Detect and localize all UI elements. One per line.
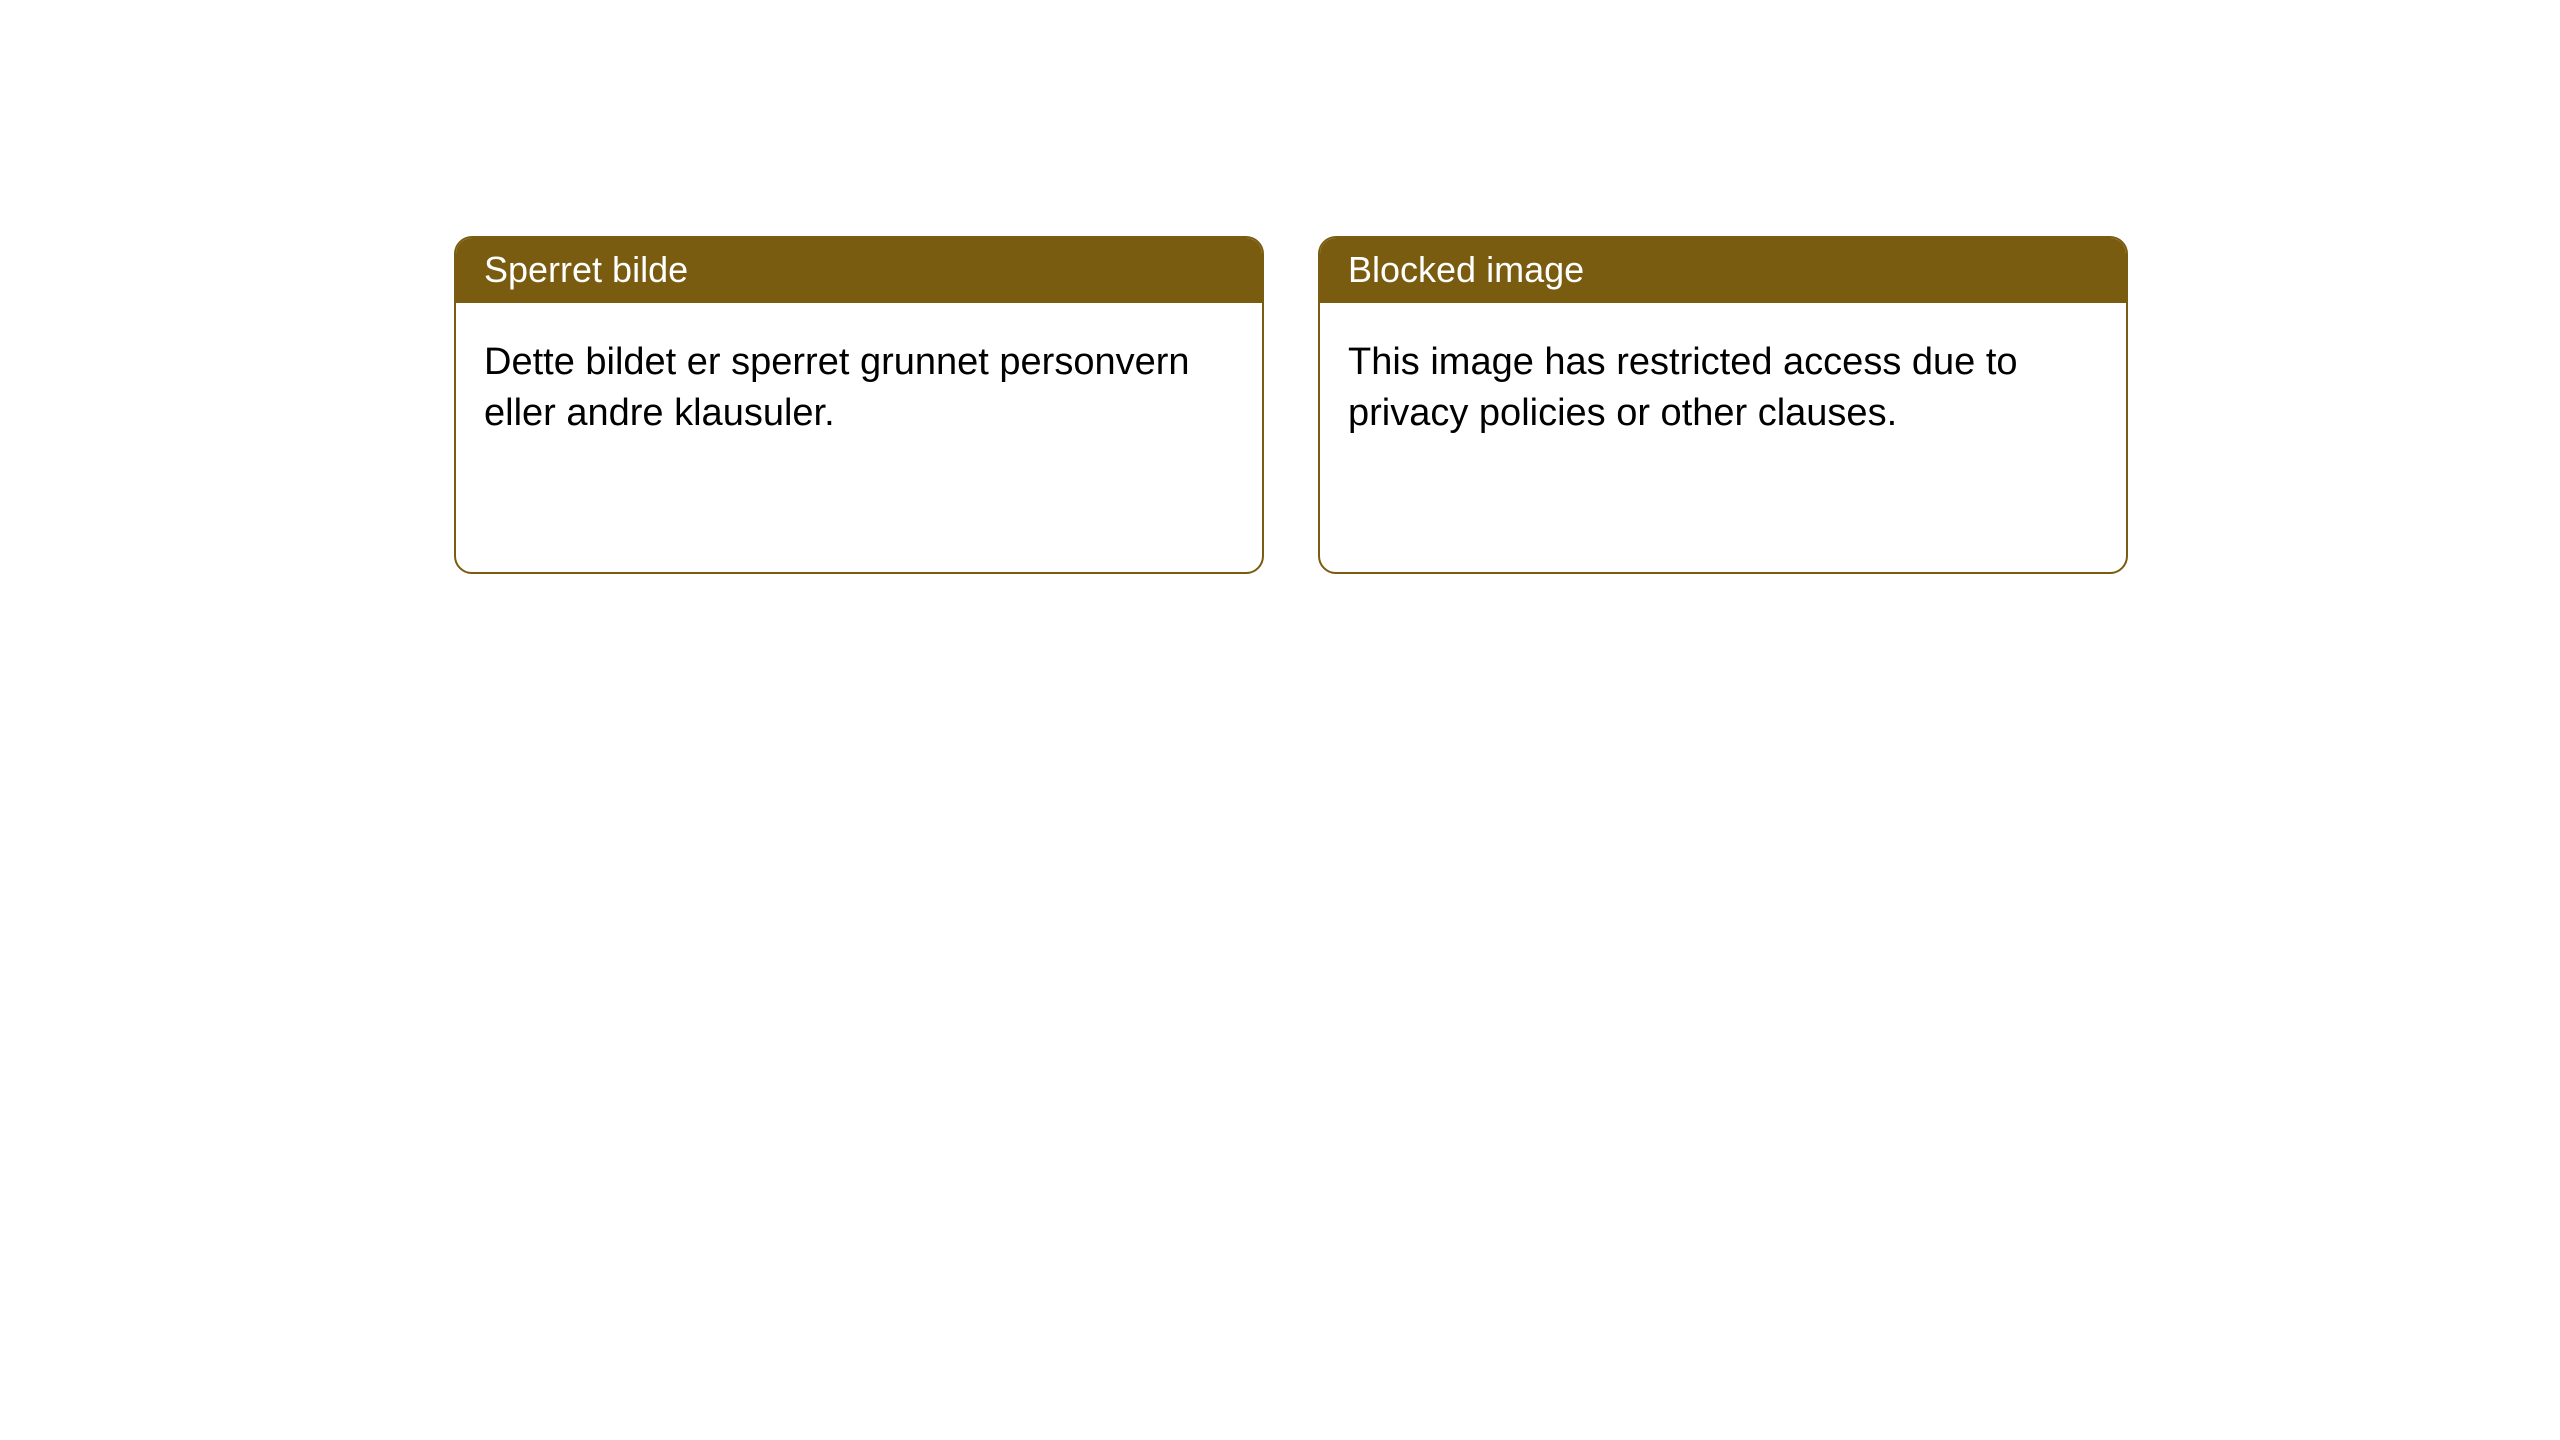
notice-card-title: Sperret bilde xyxy=(456,238,1262,303)
notice-card-body: Dette bildet er sperret grunnet personve… xyxy=(456,303,1262,474)
notice-card-title: Blocked image xyxy=(1320,238,2126,303)
notice-container: Sperret bilde Dette bildet er sperret gr… xyxy=(454,236,2128,574)
notice-card-norwegian: Sperret bilde Dette bildet er sperret gr… xyxy=(454,236,1264,574)
notice-card-body: This image has restricted access due to … xyxy=(1320,303,2126,474)
notice-card-english: Blocked image This image has restricted … xyxy=(1318,236,2128,574)
